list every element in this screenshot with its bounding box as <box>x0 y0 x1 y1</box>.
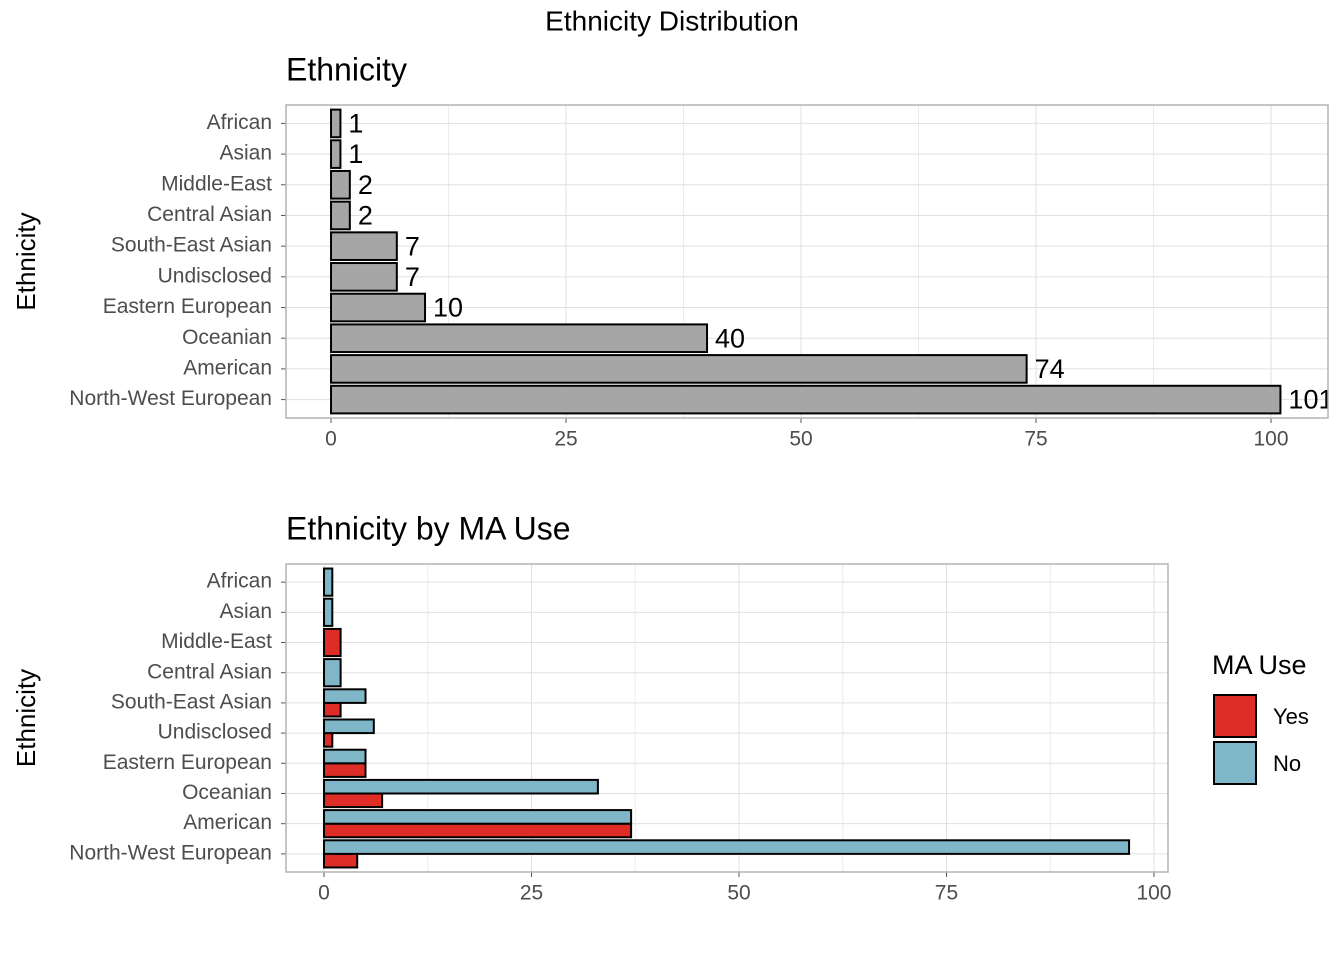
y-tick-label: Central Asian <box>147 203 272 226</box>
y-axis-title: Ethnicity <box>11 669 41 767</box>
data-label: 1 <box>348 109 363 139</box>
y-tick-label: Undisclosed <box>158 721 272 744</box>
y-tick-label: South-East Asian <box>111 234 272 257</box>
y-tick-label: African <box>207 570 272 593</box>
x-tick-label: 0 <box>318 882 330 905</box>
bar <box>330 169 351 200</box>
x-tick-label: 0 <box>325 428 337 451</box>
data-label: 2 <box>358 201 373 231</box>
y-tick-label: American <box>183 356 272 379</box>
bar <box>330 354 1028 384</box>
bar <box>330 323 709 354</box>
legend-key <box>1213 741 1257 785</box>
legend-title: MA Use <box>1212 650 1307 680</box>
y-tick-label: South-East Asian <box>111 690 272 713</box>
bar <box>330 292 427 323</box>
bar <box>323 718 375 735</box>
y-tick-label: North-West European <box>69 387 272 410</box>
bar <box>330 231 398 261</box>
bar <box>323 822 633 839</box>
bar <box>323 658 342 688</box>
bar <box>323 688 367 704</box>
bar <box>323 839 1131 855</box>
x-tick-label: 25 <box>554 428 577 451</box>
bar <box>323 701 342 718</box>
y-tick-label: American <box>183 811 272 834</box>
bar <box>330 139 342 169</box>
chart-title: Ethnicity by MA Use <box>286 510 571 546</box>
panel-border <box>285 104 1329 419</box>
y-tick-label: Undisclosed <box>158 264 272 287</box>
y-tick-label: Middle-East <box>161 630 272 653</box>
y-tick-label: African <box>207 111 272 134</box>
legend-label: No <box>1273 751 1301 776</box>
panel-border <box>285 563 1169 873</box>
y-tick-label: Asian <box>219 600 272 623</box>
bar <box>330 108 342 139</box>
data-label: 7 <box>405 231 420 261</box>
y-axis-title: Ethnicity <box>11 212 41 310</box>
data-label: 40 <box>715 323 745 353</box>
y-tick-label: Oceanian <box>182 326 272 349</box>
bar <box>330 200 351 231</box>
y-tick-label: North-West European <box>69 841 272 864</box>
bar <box>323 792 384 809</box>
legend-key <box>1213 694 1257 738</box>
x-tick-label: 25 <box>520 882 543 905</box>
x-tick-label: 75 <box>1024 428 1047 451</box>
chart-title: Ethnicity <box>286 51 407 87</box>
bar <box>323 748 367 765</box>
x-tick-label: 100 <box>1254 428 1289 451</box>
bar <box>323 762 367 778</box>
x-tick-label: 50 <box>727 882 750 905</box>
bar <box>323 809 633 825</box>
data-label: 10 <box>433 293 463 323</box>
x-tick-label: 50 <box>789 428 812 451</box>
plot-area <box>286 564 1168 872</box>
y-tick-label: Asian <box>219 142 272 165</box>
x-tick-label: 75 <box>935 882 958 905</box>
bar <box>323 852 359 869</box>
bars <box>323 567 1131 869</box>
data-label: 1 <box>348 139 363 169</box>
bar <box>323 778 599 795</box>
x-tick-label: 100 <box>1136 882 1171 905</box>
y-tick-label: Eastern European <box>103 295 272 318</box>
y-tick-label: Central Asian <box>147 660 272 683</box>
figure-title: Ethnicity Distribution <box>545 5 799 36</box>
data-label: 2 <box>358 170 373 200</box>
bar <box>330 262 398 292</box>
bar <box>323 627 342 658</box>
data-label: 7 <box>405 262 420 292</box>
legend-label: Yes <box>1273 704 1309 729</box>
data-label: 101 <box>1288 385 1333 415</box>
bar <box>323 597 334 627</box>
bar <box>323 732 334 748</box>
y-tick-label: Middle-East <box>161 172 272 195</box>
y-tick-label: Eastern European <box>103 751 272 774</box>
bar <box>330 384 1282 415</box>
y-tick-label: Oceanian <box>182 781 272 804</box>
bar <box>323 567 334 597</box>
data-label: 74 <box>1035 354 1065 384</box>
